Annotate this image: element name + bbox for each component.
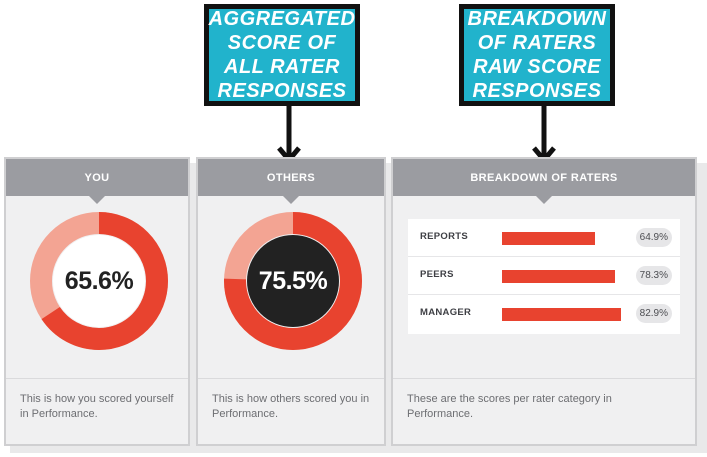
others-panel: OTHERS 75.5% This is how others scored y…: [196, 157, 386, 446]
breakdown-footer-text: These are the scores per rater category …: [407, 393, 612, 420]
others-panel-footer: This is how others scored you in Perform…: [198, 378, 384, 444]
others-footer-text: This is how others scored you in Perform…: [212, 393, 370, 420]
rater-label: PEERS: [420, 269, 454, 280]
rater-bar: [502, 308, 622, 321]
you-donut-arc: [30, 212, 168, 350]
you-panel-header: YOU: [6, 159, 188, 204]
others-panel-header: OTHERS: [198, 159, 384, 204]
rater-row-reports: REPORTS 64.9%: [408, 219, 680, 257]
rater-bar: [502, 270, 615, 283]
breakdown-panel: BREAKDOWN OF RATERS REPORTS 64.9% PEERS …: [391, 157, 697, 446]
you-panel-footer: This is how you scored yourself in Perfo…: [6, 378, 188, 444]
breakdown-panel-header: BREAKDOWN OF RATERS: [393, 159, 695, 204]
raters-list: REPORTS 64.9% PEERS 78.3% MANAGER 82.9%: [408, 219, 680, 334]
rater-bar: [502, 232, 596, 245]
others-score-donut: 75.5%: [223, 211, 363, 351]
rater-label: MANAGER: [420, 307, 472, 318]
callout-aggregated-text: AGGREGATED SCORE OF ALL RATER RESPONSES: [208, 8, 356, 102]
you-footer-text: This is how you scored yourself in Perfo…: [20, 393, 174, 420]
rater-value: 78.3%: [635, 266, 672, 285]
others-donut-center: [247, 235, 339, 327]
rater-value: 82.9%: [635, 304, 672, 323]
you-score-value: 65.6%: [64, 266, 134, 295]
rater-value: 64.9%: [635, 228, 672, 247]
callout-breakdown-raters: BREAKDOWN OF RATERS RAW SCORE RESPONSES: [459, 4, 615, 106]
rater-row-peers: PEERS 78.3%: [408, 257, 680, 295]
you-header-label: YOU: [84, 171, 110, 184]
you-donut-center: [53, 235, 145, 327]
others-score-value: 75.5%: [258, 266, 328, 295]
others-header-label: OTHERS: [266, 171, 316, 184]
breakdown-panel-footer: These are the scores per rater category …: [393, 378, 695, 444]
others-donut-arc: [224, 212, 362, 350]
you-score-donut: 65.6%: [29, 211, 169, 351]
breakdown-header-label: BREAKDOWN OF RATERS: [470, 171, 618, 184]
rater-row-manager: MANAGER 82.9%: [408, 295, 680, 333]
callout-breakdown-text: BREAKDOWN OF RATERS RAW SCORE RESPONSES: [467, 8, 607, 102]
you-panel: YOU 65.6% This is how you scored yoursel…: [4, 157, 190, 446]
rater-label: REPORTS: [420, 231, 469, 242]
callout-aggregated-score: AGGREGATED SCORE OF ALL RATER RESPONSES: [204, 4, 360, 106]
